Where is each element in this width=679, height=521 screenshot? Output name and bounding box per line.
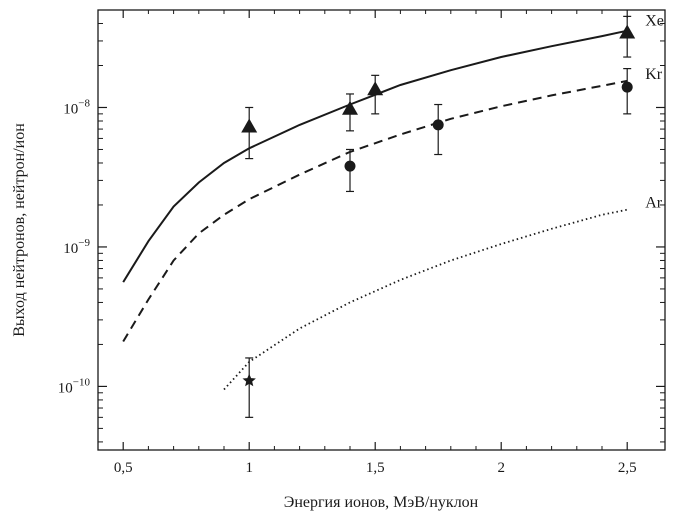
y-tick-label: 10−10 [58,376,91,396]
y-tick-label: 10−9 [63,237,90,257]
series-label-ar: Ar [645,195,663,212]
series-label-kr: Kr [645,66,663,83]
plot-frame [97,9,666,451]
y-tick-exponent: −9 [78,237,90,249]
y-tick-base: 10 [63,101,78,117]
data-point-kr [344,160,356,172]
x-tick-label: 0,5 [114,460,133,476]
data-point-kr [621,81,633,93]
x-tick-label: 2,5 [618,460,637,476]
y-axis-label: Выход нейтронов, нейтрон/ион [11,123,28,337]
y-tick-label: 10−8 [63,97,90,117]
points-layer [241,15,636,418]
x-axis-label: Энергия ионов, МэВ/нуклон [284,494,479,511]
series-label-xe: Xe [645,13,664,30]
data-point-xe [367,81,384,96]
labels-layer: Xe Kr Ar [645,13,664,212]
data-point-xe [241,118,258,133]
x-tick-label: 2 [497,460,505,476]
data-point-ar [242,373,256,387]
data-point-kr [432,119,444,131]
series-line-kr [122,79,628,343]
x-tick-label: 1,5 [366,460,385,476]
data-point-xe [619,24,636,39]
data-point-xe [342,100,358,115]
series-line-xe [122,29,628,283]
y-tick-base: 10 [63,241,78,257]
x-tick-label: 1 [245,460,253,476]
y-tick-exponent: −10 [73,376,91,388]
series-line-ar [223,208,628,391]
y-tick-exponent: −8 [78,97,90,109]
curves-layer [122,29,628,391]
y-tick-base: 10 [58,380,73,396]
